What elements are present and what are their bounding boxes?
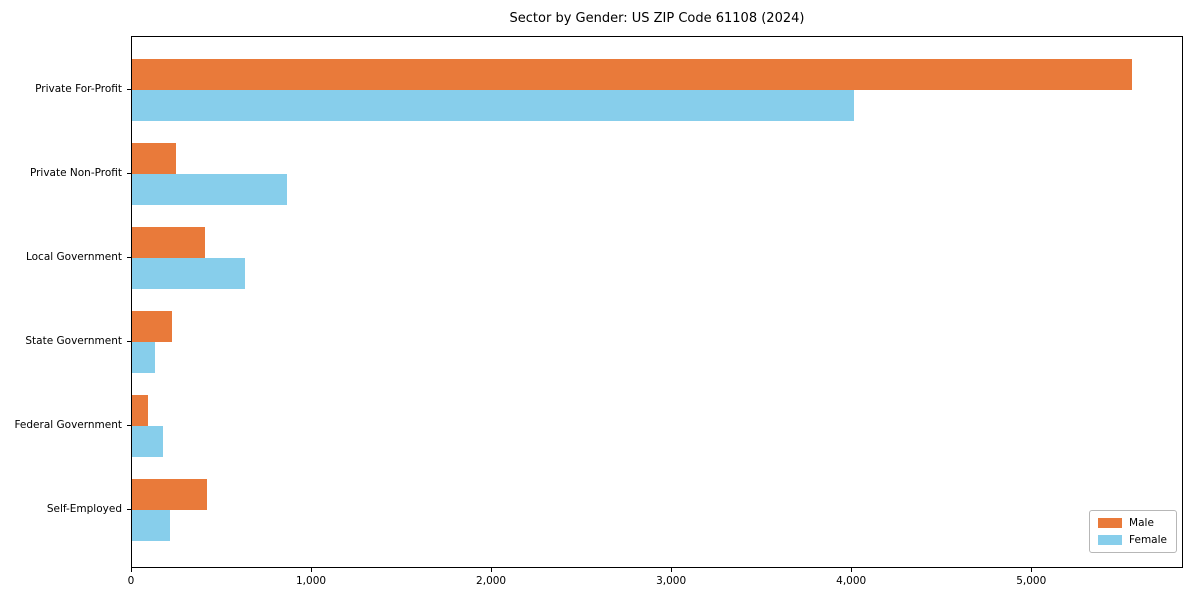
x-tick-label-1000: 1,000 [296, 575, 327, 587]
bar-female-federal-government [132, 425, 163, 457]
y-tick-label-state-government: State Government [25, 334, 122, 347]
plot-area: Male Female [131, 36, 1183, 568]
bar-female-self-employed [132, 509, 170, 541]
x-tick-mark [311, 568, 313, 572]
y-tick-label-federal-government: Federal Government [14, 418, 122, 431]
x-tick-label-2000: 2,000 [476, 575, 507, 587]
chart-title: Sector by Gender: US ZIP Code 61108 (202… [509, 11, 805, 26]
bar-female-state-government [132, 341, 156, 373]
x-tick-mark [671, 568, 673, 572]
x-tick-mark [1031, 568, 1033, 572]
x-tick-label-0: 0 [127, 575, 135, 587]
y-tick-mark [127, 424, 131, 426]
bar-female-private-non-profit [132, 173, 287, 205]
bar-male-private-for-profit [132, 58, 1133, 90]
x-tick-label-4000: 4,000 [836, 575, 867, 587]
y-tick-label-self-employed: Self-Employed [46, 502, 122, 515]
legend-swatch-female [1098, 535, 1123, 545]
y-tick-mark [127, 256, 131, 258]
bar-male-local-government [132, 226, 205, 258]
bar-male-self-employed [132, 478, 208, 510]
x-tick-label-5000: 5,000 [1016, 575, 1047, 587]
x-tick-label-3000: 3,000 [656, 575, 687, 587]
bar-male-state-government [132, 310, 172, 342]
legend: Male Female [1089, 510, 1177, 553]
y-tick-mark [127, 172, 131, 174]
legend-label-female: Female [1129, 534, 1167, 546]
y-tick-label-local-government: Local Government [25, 250, 122, 263]
x-tick-mark [851, 568, 853, 572]
y-tick-mark [127, 88, 131, 90]
legend-label-male: Male [1129, 517, 1154, 529]
x-tick-mark [131, 568, 132, 572]
bar-male-private-non-profit [132, 142, 177, 174]
bar-female-private-for-profit [132, 89, 854, 121]
bar-male-federal-government [132, 394, 149, 426]
y-tick-mark [127, 340, 131, 342]
y-tick-label-private-non-profit: Private Non-Profit [29, 166, 122, 179]
y-tick-mark [127, 508, 131, 510]
legend-swatch-male [1098, 518, 1123, 528]
y-tick-label-private-for-profit: Private For-Profit [35, 82, 122, 95]
legend-item-male: Male [1098, 517, 1167, 529]
bar-female-local-government [132, 257, 246, 289]
x-tick-mark [491, 568, 493, 572]
legend-item-female: Female [1098, 534, 1167, 546]
